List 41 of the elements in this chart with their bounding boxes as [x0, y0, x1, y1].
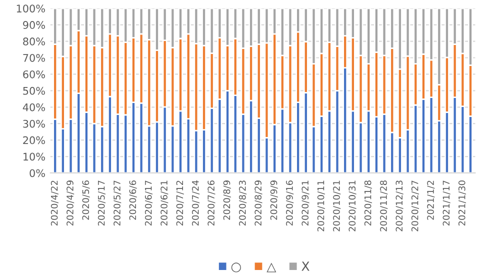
legend-label: △	[266, 262, 276, 272]
y-tick-label: 80%	[23, 38, 45, 46]
x-tick-label: 2020/6/6	[129, 180, 137, 220]
legend-label: ○	[231, 262, 241, 272]
x-tick-label: 2020/5/17	[98, 180, 106, 226]
x-tick-label: 2020/7/12	[176, 180, 184, 226]
x-tick-label: 2020/12/13	[396, 180, 404, 232]
x-tick-label: 2020/10/31	[348, 180, 356, 232]
x-tick-label: 2020/7/24	[192, 180, 200, 226]
x-tick-label: 2020/9/9	[270, 180, 278, 220]
y-tick-label: 50%	[23, 86, 45, 95]
y-tick-label: 60%	[23, 70, 45, 78]
x-tick-label: 2020/9/21	[302, 180, 310, 226]
y-tick-label: 100%	[16, 4, 45, 12]
x-tick-label: 2020/8/9	[223, 180, 231, 220]
y-tick-label: 40%	[22, 103, 45, 112]
x-tick-label: 2020/12/27	[411, 180, 419, 232]
x-tick-label: 2020/6/17	[144, 180, 152, 226]
x-tick-label: 2020/10/21	[333, 180, 341, 232]
x-tick-label: 2020/7/26	[208, 180, 216, 226]
x-tick-label: 2020/8/23	[238, 180, 247, 226]
x-tick-label: 2020/5/27	[114, 180, 122, 226]
x-tick-label: 2020/9/16	[286, 180, 294, 226]
x-tick-label: 2021/1/2	[427, 180, 435, 220]
x-tick-label: 2020/8/29	[254, 180, 262, 226]
y-tick-label: 20%	[23, 136, 45, 144]
x-tick-label: 2020/11/8	[364, 180, 372, 226]
x-tick-label: 2020/4/29	[66, 180, 74, 226]
x-tick-label: 2021/1/17	[442, 180, 450, 226]
y-tick-label: 70%	[23, 54, 45, 62]
y-tick-label: 10%	[24, 152, 45, 161]
x-tick-label: 2020/5/6	[82, 180, 90, 220]
y-tick-label: 30%	[23, 120, 45, 128]
x-tick-label: 2020/6/21	[160, 180, 168, 226]
x-tick-label: 2020/10/11	[317, 180, 325, 232]
x-tick-label: 2021/1/30	[458, 180, 466, 226]
legend-label: X	[302, 262, 310, 271]
y-tick-label: 0%	[30, 169, 45, 178]
x-tick-label: 2020/4/22	[50, 180, 58, 226]
y-tick-label: 90%	[23, 21, 45, 29]
x-tick-label: 2020/11/28	[380, 180, 388, 232]
